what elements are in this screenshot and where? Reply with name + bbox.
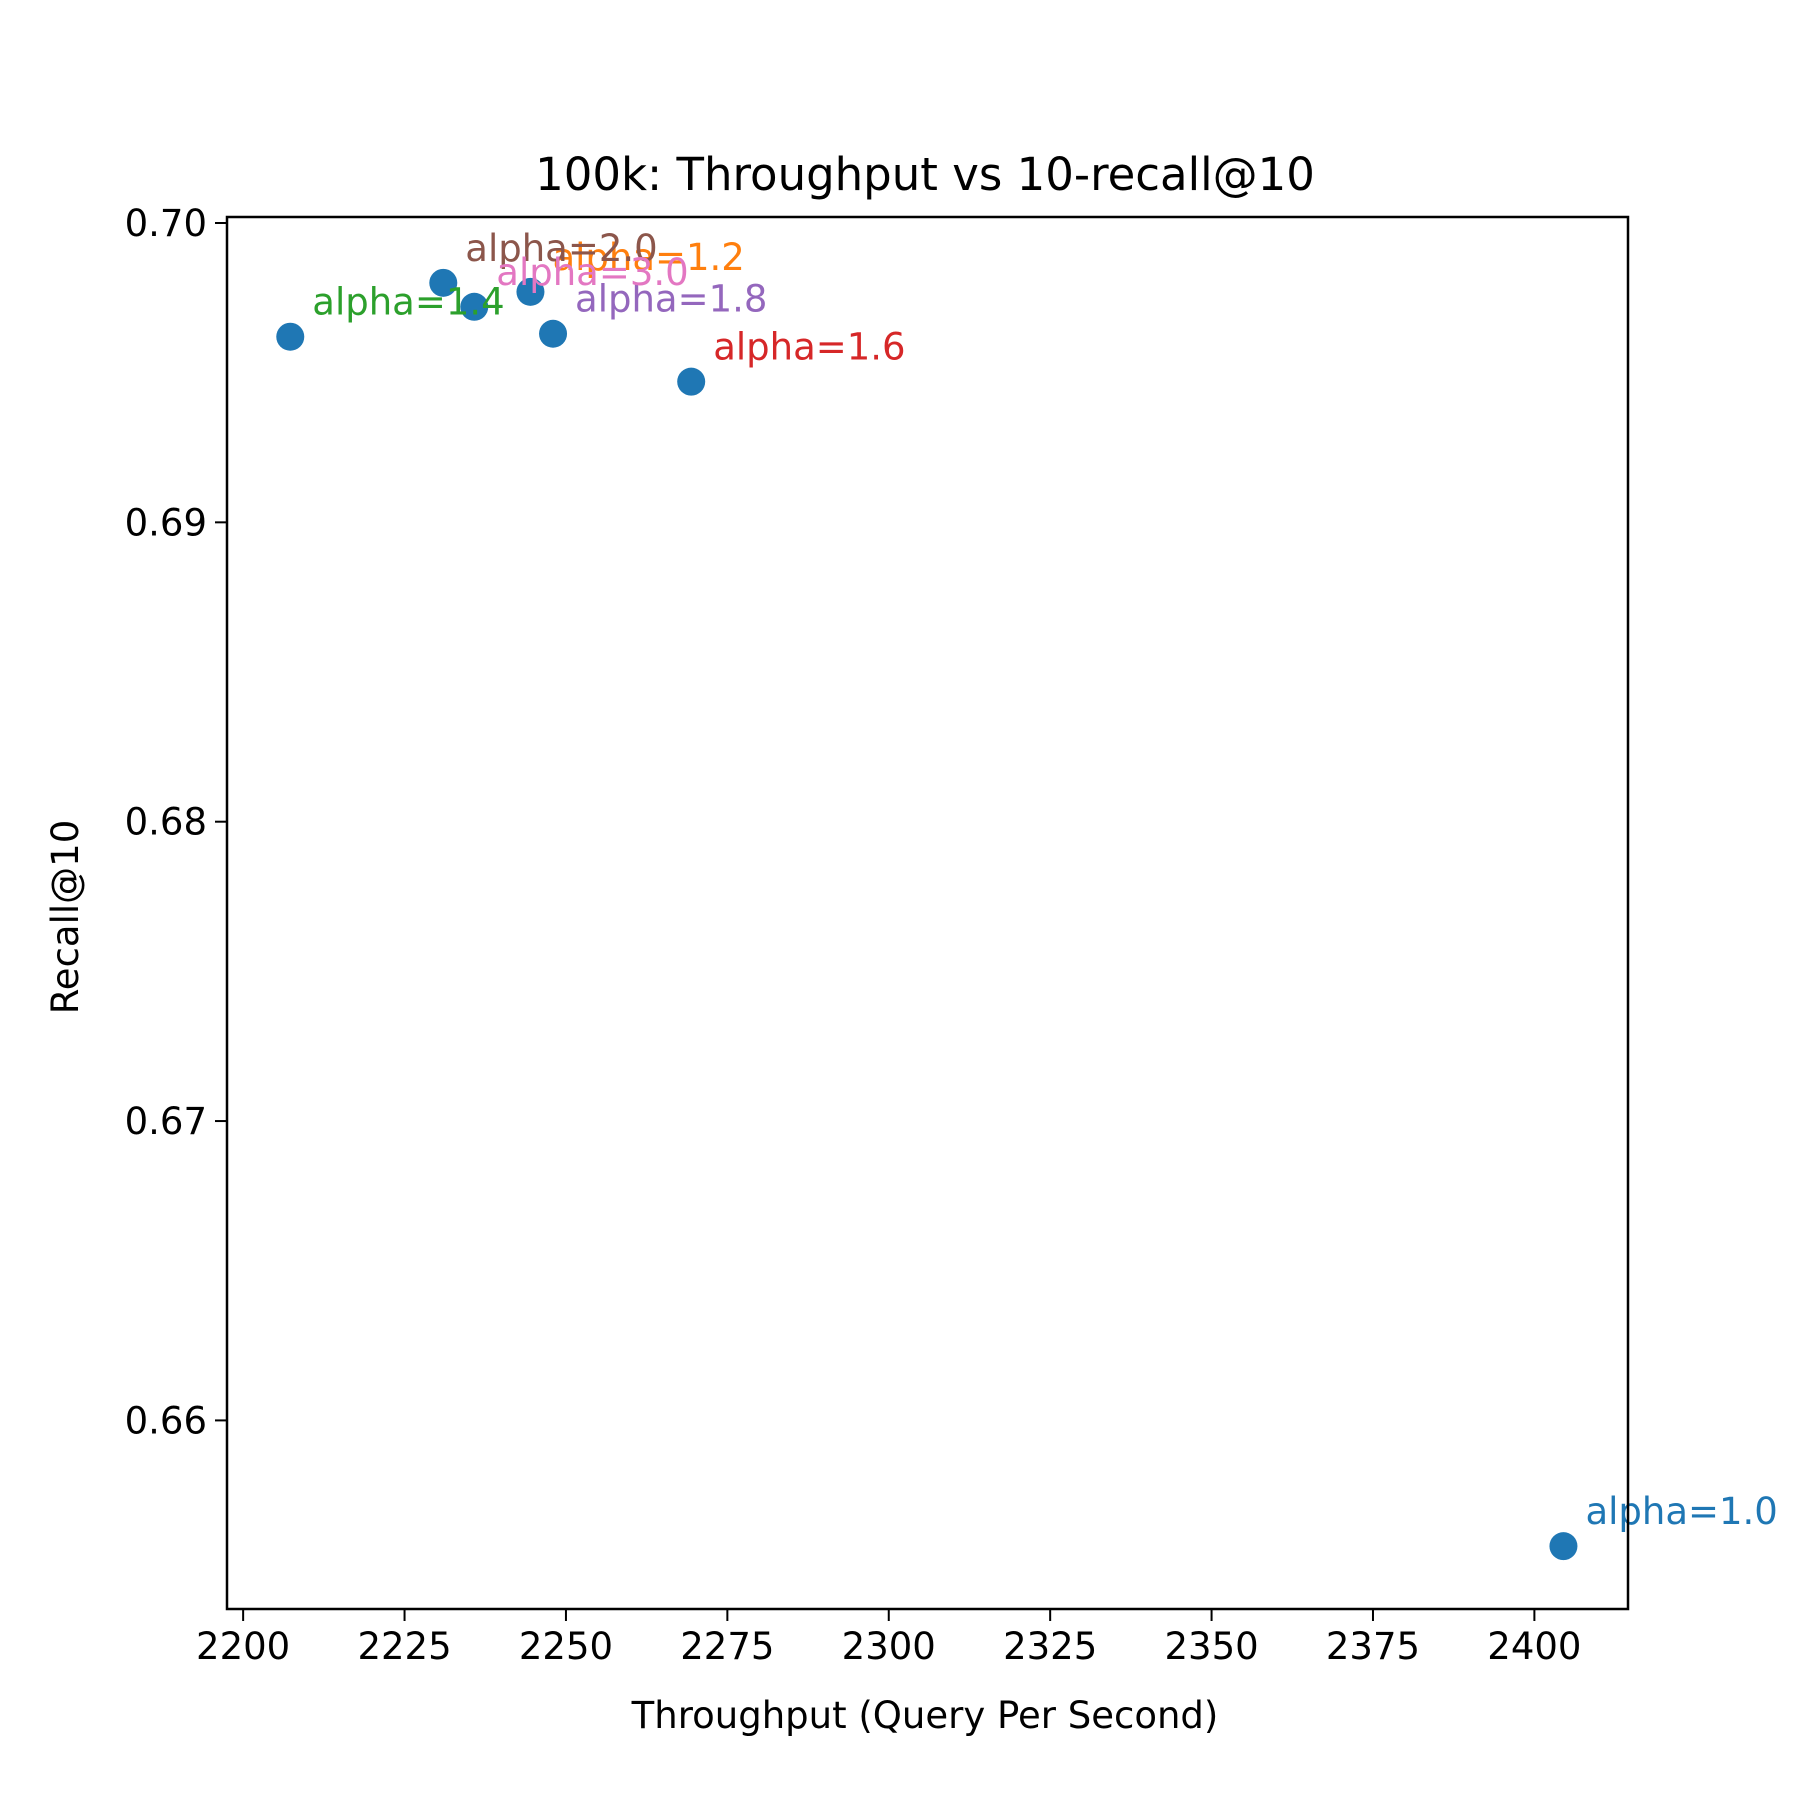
data-points — [276, 268, 1578, 1561]
x-tick-label: 2200 — [196, 1625, 290, 1668]
x-tick-label: 2350 — [1164, 1625, 1258, 1668]
y-tick-label: 0.70 — [125, 202, 207, 245]
y-tick-label: 0.68 — [125, 801, 207, 844]
data-point — [1549, 1532, 1578, 1561]
x-tick-label: 2400 — [1487, 1625, 1581, 1668]
x-tick-label: 2300 — [842, 1625, 936, 1668]
y-axis-title: Recall@10 — [44, 820, 87, 1014]
point-label: alpha=3.0 — [496, 251, 688, 294]
data-point — [677, 367, 706, 396]
x-axis-title: Throughput (Query Per Second) — [631, 1694, 1219, 1737]
point-label: alpha=1.6 — [713, 326, 905, 369]
x-tick-label: 2225 — [357, 1625, 451, 1668]
x-tick-label: 2275 — [680, 1625, 774, 1668]
x-tick-label: 2375 — [1326, 1625, 1420, 1668]
data-point — [429, 268, 458, 297]
data-point — [276, 322, 305, 351]
x-axis-ticks: 2200 2225 2250 2275 2300 2325 2350 2375 2400 — [196, 1609, 1581, 1668]
y-tick-label: 0.67 — [125, 1100, 207, 1143]
chart-title: 100k: Throughput vs 10-recall@10 — [535, 148, 1315, 201]
data-point — [460, 292, 489, 321]
plot-area-frame — [225, 215, 1630, 1611]
y-tick-label: 0.66 — [125, 1399, 207, 1442]
x-tick-label: 2325 — [1003, 1625, 1097, 1668]
data-point — [539, 319, 568, 348]
point-label: alpha=1.2 — [552, 236, 744, 279]
point-label: alpha=2.0 — [465, 227, 657, 270]
point-label: alpha=1.0 — [1585, 1490, 1777, 1533]
point-label: alpha=1.4 — [312, 281, 504, 324]
x-tick-label: 2250 — [519, 1625, 613, 1668]
y-tick-label: 0.69 — [125, 501, 207, 544]
point-label: alpha=1.8 — [575, 278, 767, 321]
data-point — [516, 277, 545, 306]
y-axis-ticks: 0.66 0.67 0.68 0.69 0.70 — [125, 202, 227, 1442]
point-labels: alpha=1.0 alpha=1.2 alpha=1.4 alpha=1.6 alph… — [312, 227, 1778, 1533]
